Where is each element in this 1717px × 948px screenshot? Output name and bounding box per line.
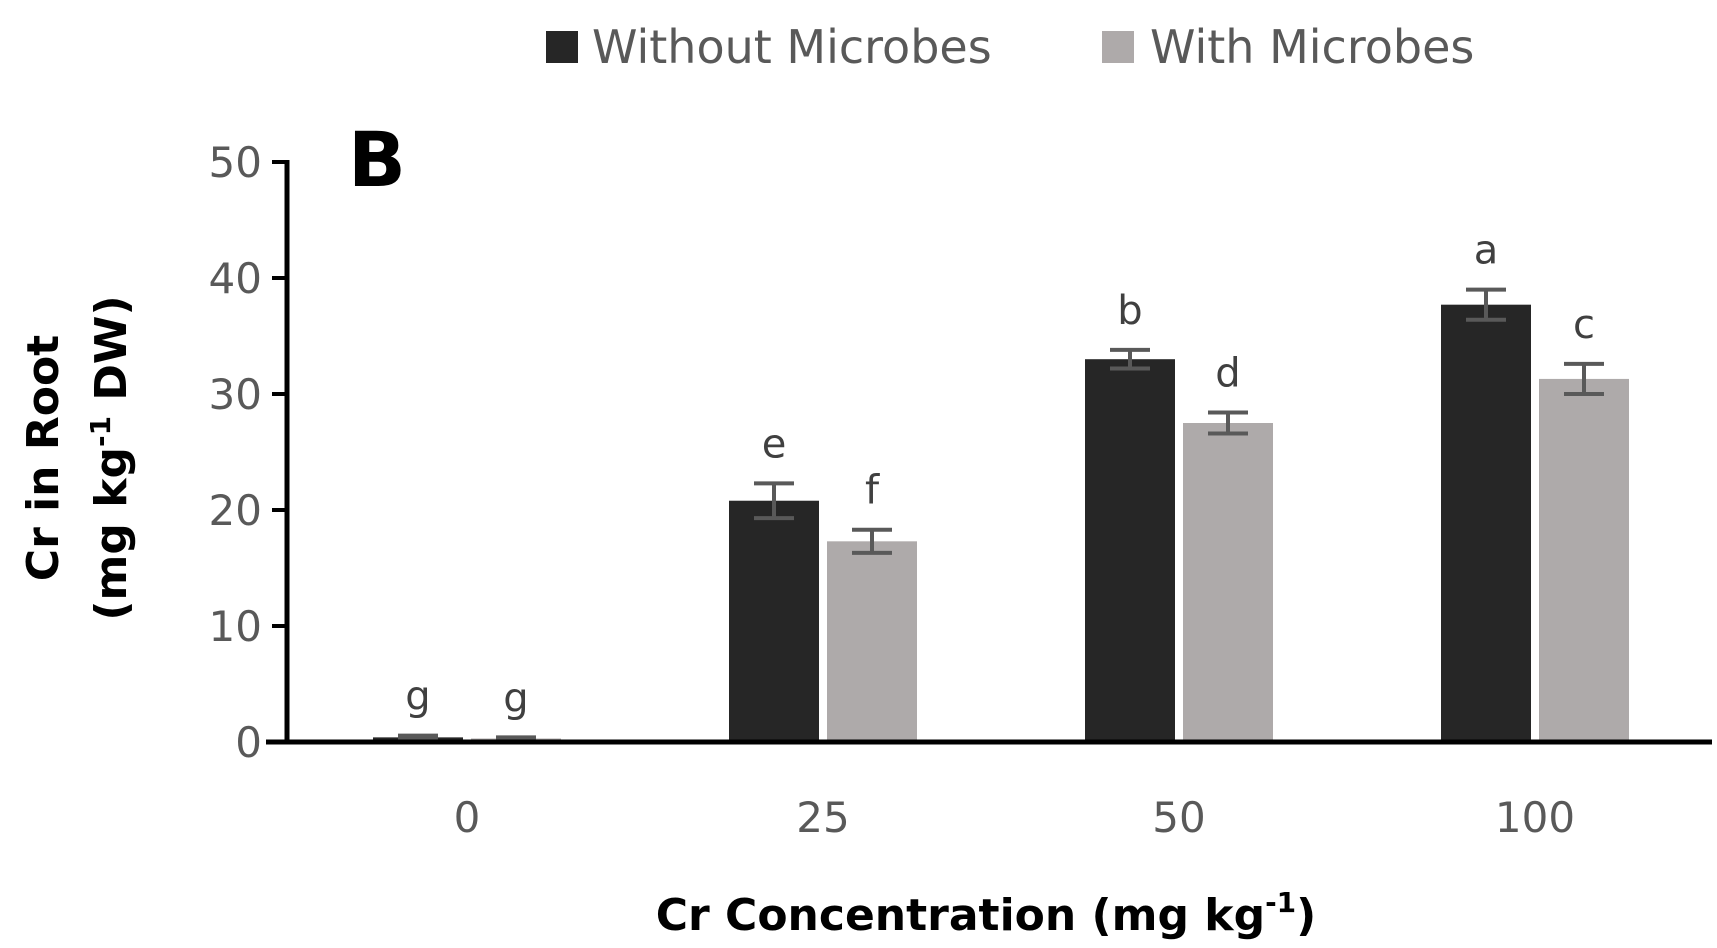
bar (1085, 359, 1175, 742)
plot-area: 0 10 20 30 40 50 g e b a g f d c 0 25 50 100 (209, 138, 1712, 842)
legend: Without Microbes With Microbes (546, 20, 1474, 74)
bar (729, 500, 819, 742)
x-tick-label: 25 (796, 793, 849, 842)
y-axis-title-unit: (mg kg (86, 447, 137, 621)
y-tick-label: 0 (235, 718, 262, 767)
y-axis-title-suffix: DW) (86, 295, 137, 415)
bar (1183, 423, 1273, 742)
significance-label: d (1215, 351, 1240, 397)
bar (1441, 304, 1531, 742)
bar (1539, 378, 1629, 742)
y-tick-label: 10 (209, 602, 262, 651)
significance-label: e (762, 421, 787, 467)
significance-label: b (1117, 288, 1142, 334)
y-tick-label: 30 (209, 370, 262, 419)
significance-label: c (1573, 302, 1595, 348)
y-tick-label: 40 (209, 254, 262, 303)
significance-label: f (865, 468, 880, 514)
legend-label-with-microbes: With Microbes (1150, 20, 1474, 74)
legend-swatch-without-microbes (546, 31, 578, 63)
y-axis-title-line2: (mg kg-1 DW) (84, 295, 137, 620)
y-axis-title-line1: Cr in Root (18, 335, 69, 581)
x-axis-title: Cr Concentration (mg kg-1) (656, 886, 1317, 941)
legend-swatch-with-microbes (1102, 31, 1134, 63)
x-axis-title-suffix: ) (1296, 890, 1316, 941)
y-tick-label: 50 (209, 138, 262, 187)
significance-label: g (503, 675, 528, 721)
x-tick-label: 0 (454, 793, 481, 842)
x-tick-label: 50 (1152, 793, 1205, 842)
y-axis-title: Cr in Root (mg kg-1 DW) (18, 295, 137, 620)
significance-label: g (405, 674, 430, 720)
x-axis-title-text: Cr Concentration (mg kg (656, 890, 1265, 941)
panel-letter: B (348, 115, 406, 204)
significance-label: a (1474, 228, 1499, 274)
x-tick-label: 100 (1495, 793, 1575, 842)
bar (827, 541, 917, 742)
legend-label-without-microbes: Without Microbes (592, 20, 992, 74)
y-axis-title-exponent: -1 (84, 416, 117, 447)
y-tick-label: 20 (209, 486, 262, 535)
x-axis-title-exponent: -1 (1265, 886, 1296, 919)
